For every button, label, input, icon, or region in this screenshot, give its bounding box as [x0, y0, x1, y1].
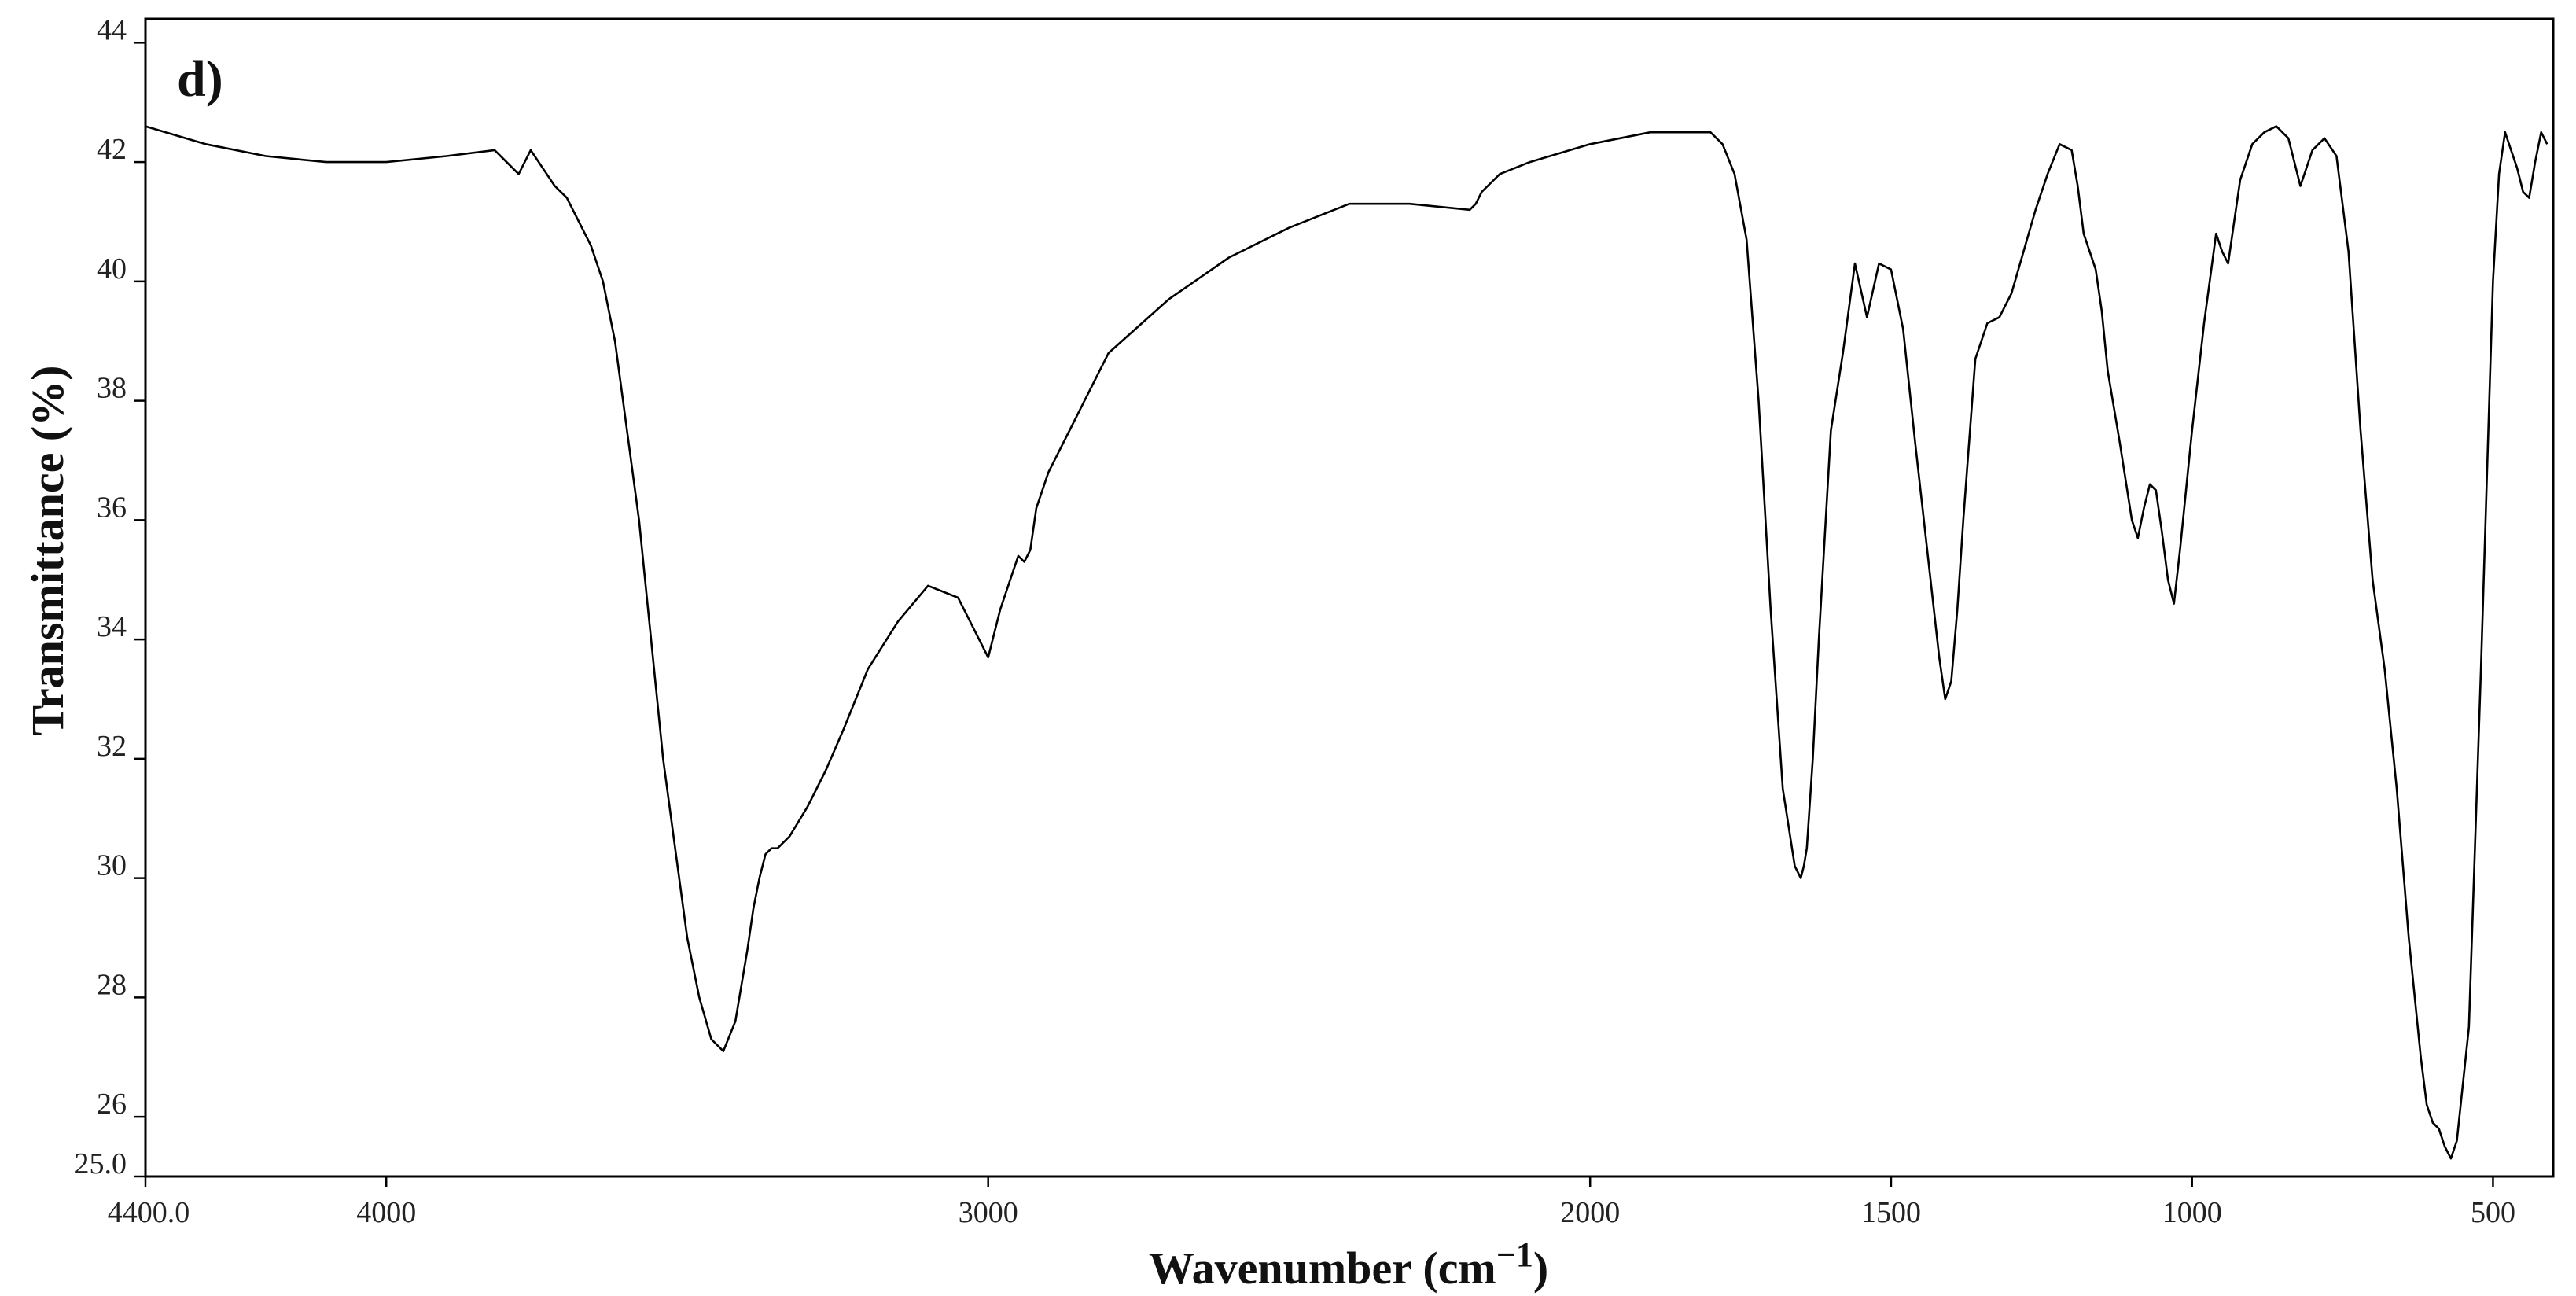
y-tick-label: 36 [97, 491, 127, 524]
x-tick-label: 4000 [356, 1196, 416, 1229]
y-tick-label: 25.0 [75, 1147, 127, 1180]
x-tick-label: 2000 [1560, 1196, 1620, 1229]
x-axis-ticks: 4400.0 4000 3000 2000 1500 1000 500 [108, 1176, 2515, 1229]
x-tick-label: 1500 [1861, 1196, 1921, 1229]
y-tick-label: 34 [97, 610, 127, 643]
y-axis-ticks: 25.0 26 28 30 32 34 36 38 40 42 44 [75, 13, 145, 1180]
x-axis-title-main: Wavenumber (cm [1149, 1243, 1496, 1294]
plot-area-frame [144, 17, 2555, 1178]
x-tick-label: 1000 [2162, 1196, 2222, 1229]
x-tick-label: 3000 [959, 1196, 1018, 1229]
x-axis-title-suffix: ) [1533, 1243, 1548, 1294]
y-tick-label: 38 [97, 372, 127, 405]
y-tick-label: 30 [97, 849, 127, 882]
x-tick-label: 4400.0 [108, 1196, 190, 1229]
transmittance-spectrum-line [145, 125, 2548, 1160]
y-tick-label: 44 [97, 13, 127, 46]
panel-label: d) [177, 50, 223, 108]
x-tick-label: 500 [2471, 1196, 2515, 1229]
y-tick-label: 42 [97, 133, 127, 166]
y-tick-label: 26 [97, 1088, 127, 1121]
y-tick-label: 28 [97, 968, 127, 1001]
x-axis-title: Wavenumber (cm−1) [1149, 1235, 1548, 1294]
y-tick-label: 32 [97, 730, 127, 763]
y-tick-label: 40 [97, 252, 127, 285]
x-axis-title-superscript: −1 [1496, 1235, 1533, 1274]
y-axis-title: Transmittance (%) [22, 366, 73, 736]
